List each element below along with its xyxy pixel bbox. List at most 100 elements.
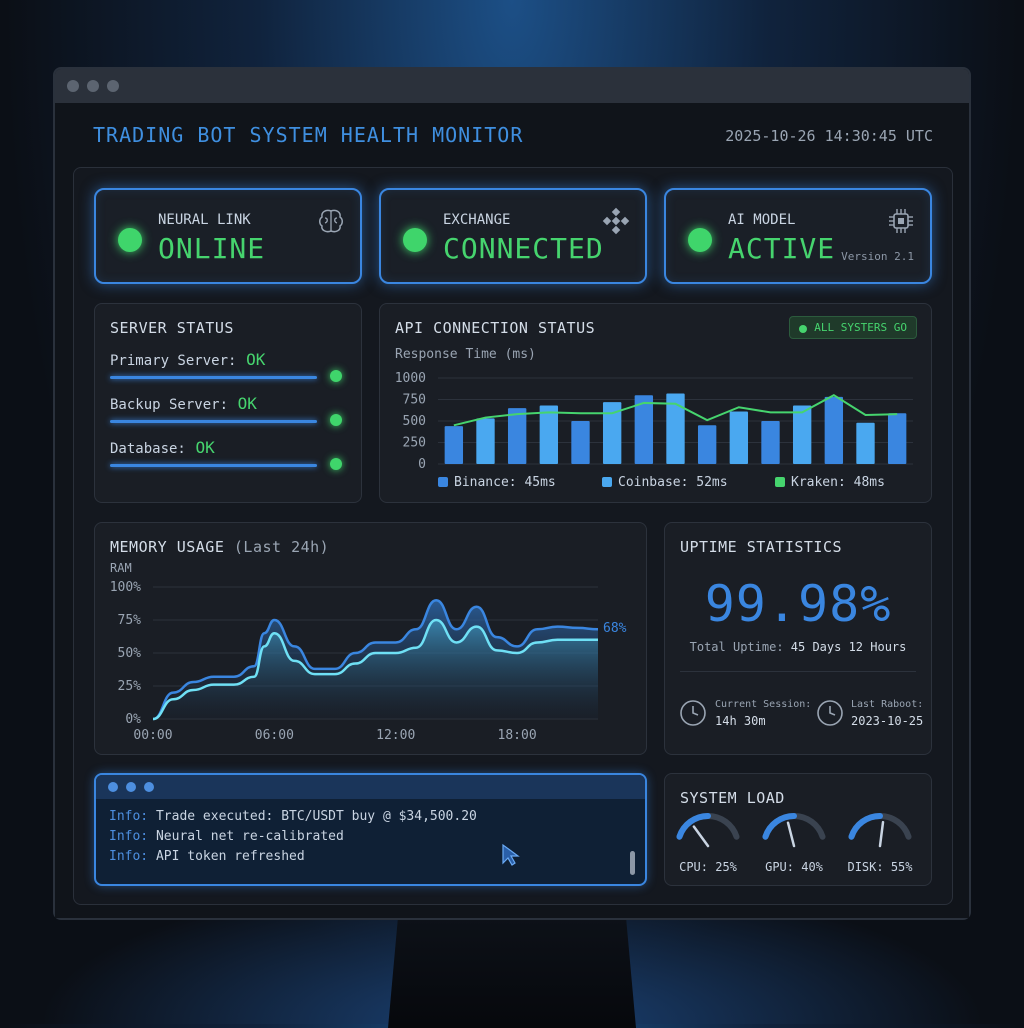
bar xyxy=(729,411,749,464)
server-health-bar xyxy=(110,420,317,423)
server-status-value: OK xyxy=(246,350,266,369)
x-tick-label: 06:00 xyxy=(255,728,294,743)
uptime-total: Total Uptime: 45 Days 12 Hours xyxy=(665,640,931,654)
log-text: Neural net re-calibrated xyxy=(155,829,344,844)
y-tick-label: 750 xyxy=(403,393,426,408)
status-badge: ALL SYSTERS GO xyxy=(789,316,917,339)
server-health-bar xyxy=(110,376,317,379)
server-row-primary: Primary Server: OK xyxy=(110,350,350,384)
uptime-total-value: 45 Days 12 Hours xyxy=(790,640,907,654)
last-reboot-label: Last Raboot: xyxy=(851,699,924,710)
status-card-subtext: Version 2.1 xyxy=(841,250,914,263)
memory-line xyxy=(152,598,599,721)
api-connection-panel: API CONNECTION STATUS ALL SYSTERS GO Res… xyxy=(379,303,932,503)
clock-icon xyxy=(817,700,843,726)
legend-item-kraken: Kraken: 48ms xyxy=(775,475,885,490)
status-card-exchange[interactable]: EXCHANGE CONNECTED xyxy=(379,188,647,284)
chip-icon xyxy=(889,209,913,233)
x-tick-label: 18:00 xyxy=(498,728,537,743)
bar xyxy=(602,402,622,464)
y-tick-label: 250 xyxy=(403,436,426,451)
status-card-value: ACTIVE xyxy=(728,232,836,265)
chart-subtitle: Response Time (ms) xyxy=(395,347,536,362)
app-window: TRADING BOT SYSTEM HEALTH MONITOR 2025-1… xyxy=(53,67,971,920)
server-row-backup: Backup Server: OK xyxy=(110,394,350,428)
current-session-value: 14h 30m xyxy=(715,714,766,728)
log-line: Info: Trade executed: BTC/USDT buy @ $34… xyxy=(109,809,477,824)
memory-usage-panel: MEMORY USAGE (Last 24h) RAM 100% 75% 50% 25… xyxy=(94,522,647,755)
log-text: API token refreshed xyxy=(155,849,305,864)
status-card-ai-model[interactable]: AI MODEL ACTIVE Version 2.1 xyxy=(664,188,932,284)
window-minimize-button[interactable] xyxy=(87,80,99,92)
uptime-total-label: Total Uptime: xyxy=(689,640,784,654)
api-response-chart: 1000 750 500 250 0 xyxy=(395,371,913,472)
memory-current-value: 68% xyxy=(603,621,627,636)
divider xyxy=(680,671,916,672)
gauge-label-cpu: CPU: 25% xyxy=(679,860,737,874)
gauge-label-disk: DISK: 55% xyxy=(847,860,913,874)
dashboard-screen: TRADING BOT SYSTEM HEALTH MONITOR 2025-1… xyxy=(55,103,969,918)
panel-title: SYSTEM LOAD xyxy=(680,789,785,807)
panel-title: SERVER STATUS xyxy=(110,319,234,337)
bar xyxy=(539,405,559,464)
legend-label: Binance: 45ms xyxy=(454,475,556,490)
mouse-cursor-icon xyxy=(502,843,520,866)
exchange-logo-icon xyxy=(602,207,630,235)
uptime-panel: UPTIME STATISTICS 99.98% Total Uptime: 4… xyxy=(664,522,932,755)
bar xyxy=(856,422,875,464)
memory-line-inner xyxy=(152,618,598,721)
status-indicator-dot xyxy=(118,228,142,252)
legend-label: Kraken: 48ms xyxy=(791,475,885,490)
gauge-needle xyxy=(692,825,710,848)
gauge-label-gpu: GPU: 40% xyxy=(765,860,823,874)
terminal-titlebar xyxy=(96,775,645,799)
server-status-value: OK xyxy=(237,394,257,413)
log-level: Info: xyxy=(109,849,149,864)
bar xyxy=(507,408,527,464)
bar xyxy=(476,418,495,464)
dashboard-frame: NEURAL LINK ONLINE EXCHANGE CONNECTED xyxy=(73,167,953,905)
y-tick-label: 75% xyxy=(118,613,142,628)
y-tick-label: 25% xyxy=(118,679,142,694)
window-close-button[interactable] xyxy=(67,80,79,92)
uptime-percent: 99.98% xyxy=(704,575,892,633)
server-status-panel: SERVER STATUS Primary Server: OK Backup … xyxy=(94,303,362,503)
server-status-dot xyxy=(330,458,342,470)
y-tick-label: 500 xyxy=(403,414,426,429)
server-label: Backup Server: xyxy=(110,397,229,413)
legend-swatch xyxy=(438,477,448,487)
terminal-dot xyxy=(126,782,136,792)
status-indicator-dot xyxy=(403,228,427,252)
last-reboot-value: 2023-10-25 xyxy=(851,714,924,728)
status-card-value: CONNECTED xyxy=(443,232,604,265)
memory-y-label: RAM xyxy=(110,561,132,575)
y-tick-label: 0% xyxy=(125,712,141,727)
status-card-label: NEURAL LINK xyxy=(158,212,251,228)
server-status-value: OK xyxy=(195,438,215,457)
bar xyxy=(666,393,685,464)
x-tick-label: 00:00 xyxy=(133,728,172,743)
status-card-value: ONLINE xyxy=(158,232,266,265)
panel-title: MEMORY USAGE (Last 24h) xyxy=(110,538,329,556)
log-terminal[interactable]: Info: Trade executed: BTC/USDT buy @ $34… xyxy=(94,773,647,886)
status-card-label: AI MODEL xyxy=(728,212,796,228)
bar xyxy=(887,413,907,464)
window-maximize-button[interactable] xyxy=(107,80,119,92)
status-card-neural-link[interactable]: NEURAL LINK ONLINE xyxy=(94,188,362,284)
system-load-panel: SYSTEM LOAD CPU: 25% GPU: 40% DISK: 55% xyxy=(664,773,932,886)
bar xyxy=(571,421,590,464)
y-tick-label: 50% xyxy=(118,646,142,661)
server-row-database: Database: OK xyxy=(110,438,350,472)
memory-area-inner xyxy=(153,620,598,719)
brain-icon xyxy=(319,209,343,233)
status-indicator-dot xyxy=(688,228,712,252)
bar xyxy=(634,395,654,464)
gauge-needle xyxy=(878,820,885,848)
y-tick-label: 1000 xyxy=(395,371,426,386)
terminal-scrollbar[interactable] xyxy=(630,851,635,875)
log-level: Info: xyxy=(109,829,149,844)
timestamp: 2025-10-26 14:30:45 UTC xyxy=(725,127,933,145)
memory-usage-chart: 100% 75% 50% 25% 0%00:00 06:00 12:00 18:00 xyxy=(110,580,599,743)
legend-item-binance: Binance: 45ms xyxy=(438,475,556,490)
legend-label: Coinbase: 52ms xyxy=(618,475,728,490)
